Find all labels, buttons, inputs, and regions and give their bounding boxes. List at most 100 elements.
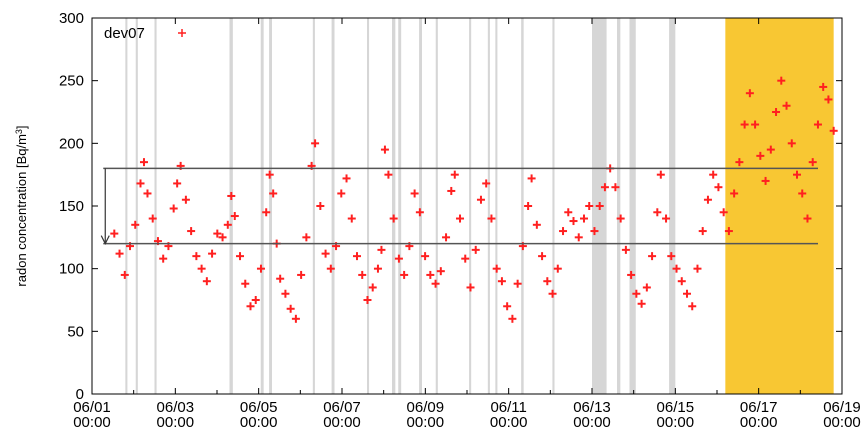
data-point — [431, 279, 440, 288]
data-point — [798, 189, 807, 198]
data-point — [585, 202, 594, 210]
data-point — [497, 277, 506, 286]
data-point — [527, 174, 536, 183]
gray-band — [331, 18, 335, 394]
x-tick-label-date: 06/05 — [240, 399, 278, 416]
data-point — [187, 227, 196, 236]
data-point — [265, 170, 274, 179]
x-tick-label-date: 06/15 — [657, 399, 695, 416]
data-point — [342, 174, 351, 183]
gray-band — [229, 18, 233, 394]
data-point — [735, 158, 744, 167]
y-axis-label-sup: 3 — [14, 129, 24, 134]
data-point — [136, 179, 145, 188]
x-tick-label-time: 00:00 — [73, 414, 111, 431]
y-tick-label: 50 — [67, 323, 84, 340]
data-point — [202, 277, 211, 286]
data-point — [466, 283, 475, 292]
data-point — [246, 302, 255, 311]
data-point — [450, 170, 459, 179]
data-point — [632, 289, 641, 298]
data-point — [281, 289, 290, 298]
data-point — [724, 227, 733, 236]
data-point — [782, 101, 791, 110]
data-point — [482, 179, 491, 188]
data-point — [227, 191, 236, 200]
x-tick-label-date: 06/09 — [407, 399, 445, 416]
data-point — [139, 158, 148, 167]
data-point — [777, 76, 786, 85]
data-point — [363, 296, 372, 304]
data-point — [766, 145, 775, 154]
data-point — [730, 189, 739, 198]
data-point — [230, 212, 239, 221]
legend-label: dev07 — [104, 25, 145, 42]
data-point — [286, 304, 295, 313]
y-axis-label-end: ] — [14, 125, 29, 129]
x-tick-label-date: 06/17 — [740, 399, 778, 416]
data-point — [616, 214, 625, 223]
data-point — [297, 270, 306, 279]
data-point — [223, 220, 232, 229]
y-axis-label: radon concentration [Bq/m3] — [14, 125, 29, 286]
data-point — [803, 214, 812, 223]
data-point — [621, 245, 630, 254]
data-point — [415, 208, 424, 217]
data-point — [590, 227, 599, 236]
x-tick-label-date: 06/03 — [157, 399, 195, 416]
data-point — [380, 145, 389, 154]
data-point — [714, 183, 723, 192]
gray-band — [629, 18, 636, 394]
data-point — [740, 120, 749, 129]
data-point — [115, 249, 124, 258]
gray-band — [435, 18, 438, 394]
y-axis-label-main: radon concentration [Bq/m — [14, 134, 29, 286]
data-point — [813, 120, 822, 129]
data-point — [543, 277, 552, 286]
data-point — [251, 296, 260, 304]
data-point — [709, 170, 718, 179]
data-point — [358, 270, 367, 279]
axes: 05010015020025030006/0100:0006/0300:0006… — [59, 10, 861, 431]
data-point — [553, 264, 562, 273]
x-tick-label-date: 06/01 — [73, 399, 111, 416]
data-point — [637, 299, 646, 308]
y-tick-label: 250 — [59, 73, 84, 90]
arrow-head — [100, 235, 110, 245]
data-point — [276, 274, 285, 283]
x-tick-label-time: 00:00 — [407, 414, 445, 431]
gray-band — [154, 18, 157, 394]
x-tick-label-date: 06/19 — [823, 399, 861, 416]
data-point — [627, 270, 636, 279]
data-point — [656, 170, 665, 179]
data-point — [503, 302, 512, 311]
data-point — [316, 202, 325, 210]
data-point — [181, 195, 190, 204]
data-point — [326, 264, 335, 273]
gray-band — [312, 18, 315, 394]
data-point — [829, 126, 838, 135]
data-point — [683, 289, 691, 298]
data-point — [368, 283, 377, 292]
data-point — [377, 245, 386, 254]
data-point — [569, 217, 578, 226]
data-point — [487, 214, 496, 223]
data-point — [808, 158, 817, 167]
data-point — [311, 139, 320, 148]
data-point — [421, 252, 430, 261]
x-tick-label-time: 00:00 — [573, 414, 611, 431]
data-point — [662, 214, 671, 223]
y-tick-label: 100 — [59, 261, 84, 278]
data-point — [192, 252, 201, 261]
data-point — [208, 249, 217, 258]
gray-band — [398, 18, 402, 394]
data-point — [269, 189, 278, 198]
x-tick-label-date: 06/13 — [573, 399, 611, 416]
gray-band — [487, 18, 490, 394]
legend: dev07 — [104, 25, 186, 42]
data-point — [384, 170, 393, 179]
data-point — [538, 252, 547, 261]
data-point — [197, 264, 206, 273]
data-point — [548, 289, 557, 298]
gray-band — [260, 18, 264, 394]
